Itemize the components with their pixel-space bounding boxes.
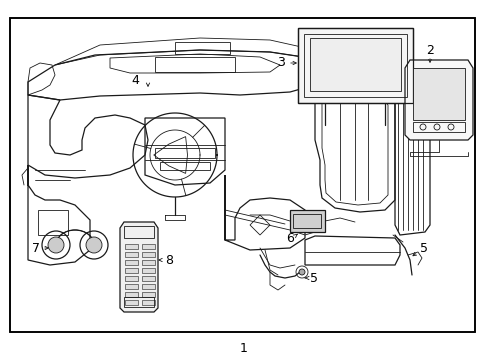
Bar: [160, 162, 209, 170]
Bar: [125, 292, 138, 297]
Text: 3: 3: [277, 57, 285, 69]
Bar: [297, 28, 412, 103]
Bar: [124, 226, 154, 238]
Bar: [125, 260, 138, 265]
Bar: [292, 214, 320, 228]
Text: 5: 5: [419, 242, 427, 255]
Text: 8: 8: [164, 253, 173, 266]
Bar: [175, 42, 229, 54]
Bar: [309, 38, 400, 91]
Text: 1: 1: [240, 342, 247, 355]
Text: 7: 7: [32, 242, 40, 255]
Bar: [125, 268, 138, 273]
Bar: [412, 68, 464, 120]
Bar: [10, 18, 474, 332]
Text: 4: 4: [131, 73, 139, 86]
Bar: [10, 18, 474, 332]
Bar: [125, 276, 138, 281]
Bar: [142, 268, 155, 273]
Bar: [155, 57, 235, 72]
Text: 2: 2: [425, 44, 433, 57]
Bar: [412, 122, 464, 132]
Bar: [142, 244, 155, 249]
Text: 6: 6: [285, 231, 293, 244]
Bar: [297, 28, 412, 103]
Bar: [142, 276, 155, 281]
Bar: [125, 284, 138, 289]
Bar: [142, 292, 155, 297]
Bar: [125, 252, 138, 257]
Bar: [142, 300, 155, 305]
Bar: [304, 34, 406, 97]
Circle shape: [298, 269, 305, 275]
Polygon shape: [404, 60, 472, 140]
Bar: [38, 210, 68, 235]
Bar: [142, 260, 155, 265]
Bar: [125, 300, 138, 305]
Bar: [289, 210, 325, 232]
Circle shape: [48, 237, 64, 253]
Bar: [125, 244, 138, 249]
Bar: [142, 284, 155, 289]
Bar: [155, 148, 215, 158]
Text: 5: 5: [309, 271, 317, 284]
Circle shape: [86, 237, 102, 253]
Bar: [142, 252, 155, 257]
Polygon shape: [120, 222, 158, 312]
Bar: [124, 297, 154, 307]
